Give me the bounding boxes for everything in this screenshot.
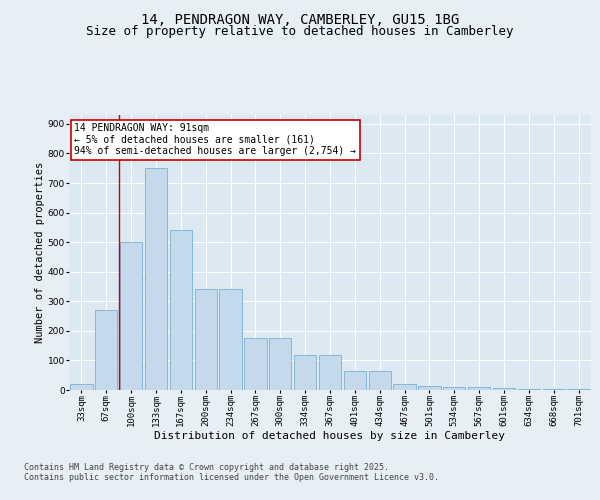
Bar — [493, 388, 515, 390]
Bar — [368, 371, 391, 390]
Bar — [220, 290, 242, 390]
Text: 14, PENDRAGON WAY, CAMBERLEY, GU15 1BG: 14, PENDRAGON WAY, CAMBERLEY, GU15 1BG — [141, 12, 459, 26]
Bar — [468, 387, 490, 390]
Bar — [568, 388, 590, 390]
Bar — [170, 230, 192, 390]
Bar — [145, 168, 167, 390]
Bar — [294, 354, 316, 390]
Text: Size of property relative to detached houses in Camberley: Size of property relative to detached ho… — [86, 25, 514, 38]
Text: Contains HM Land Registry data © Crown copyright and database right 2025.: Contains HM Land Registry data © Crown c… — [24, 462, 389, 471]
Y-axis label: Number of detached properties: Number of detached properties — [35, 162, 45, 343]
Bar — [70, 384, 92, 390]
Bar — [344, 371, 366, 390]
Bar — [244, 338, 266, 390]
Bar — [269, 338, 292, 390]
Text: 14 PENDRAGON WAY: 91sqm
← 5% of detached houses are smaller (161)
94% of semi-de: 14 PENDRAGON WAY: 91sqm ← 5% of detached… — [74, 123, 356, 156]
Bar — [194, 290, 217, 390]
Bar — [518, 388, 540, 390]
Bar — [542, 388, 565, 390]
Bar — [418, 386, 440, 390]
Text: Contains public sector information licensed under the Open Government Licence v3: Contains public sector information licen… — [24, 472, 439, 482]
Bar — [443, 387, 466, 390]
X-axis label: Distribution of detached houses by size in Camberley: Distribution of detached houses by size … — [155, 430, 505, 440]
Bar — [319, 354, 341, 390]
Bar — [120, 242, 142, 390]
Bar — [95, 310, 118, 390]
Bar — [394, 384, 416, 390]
